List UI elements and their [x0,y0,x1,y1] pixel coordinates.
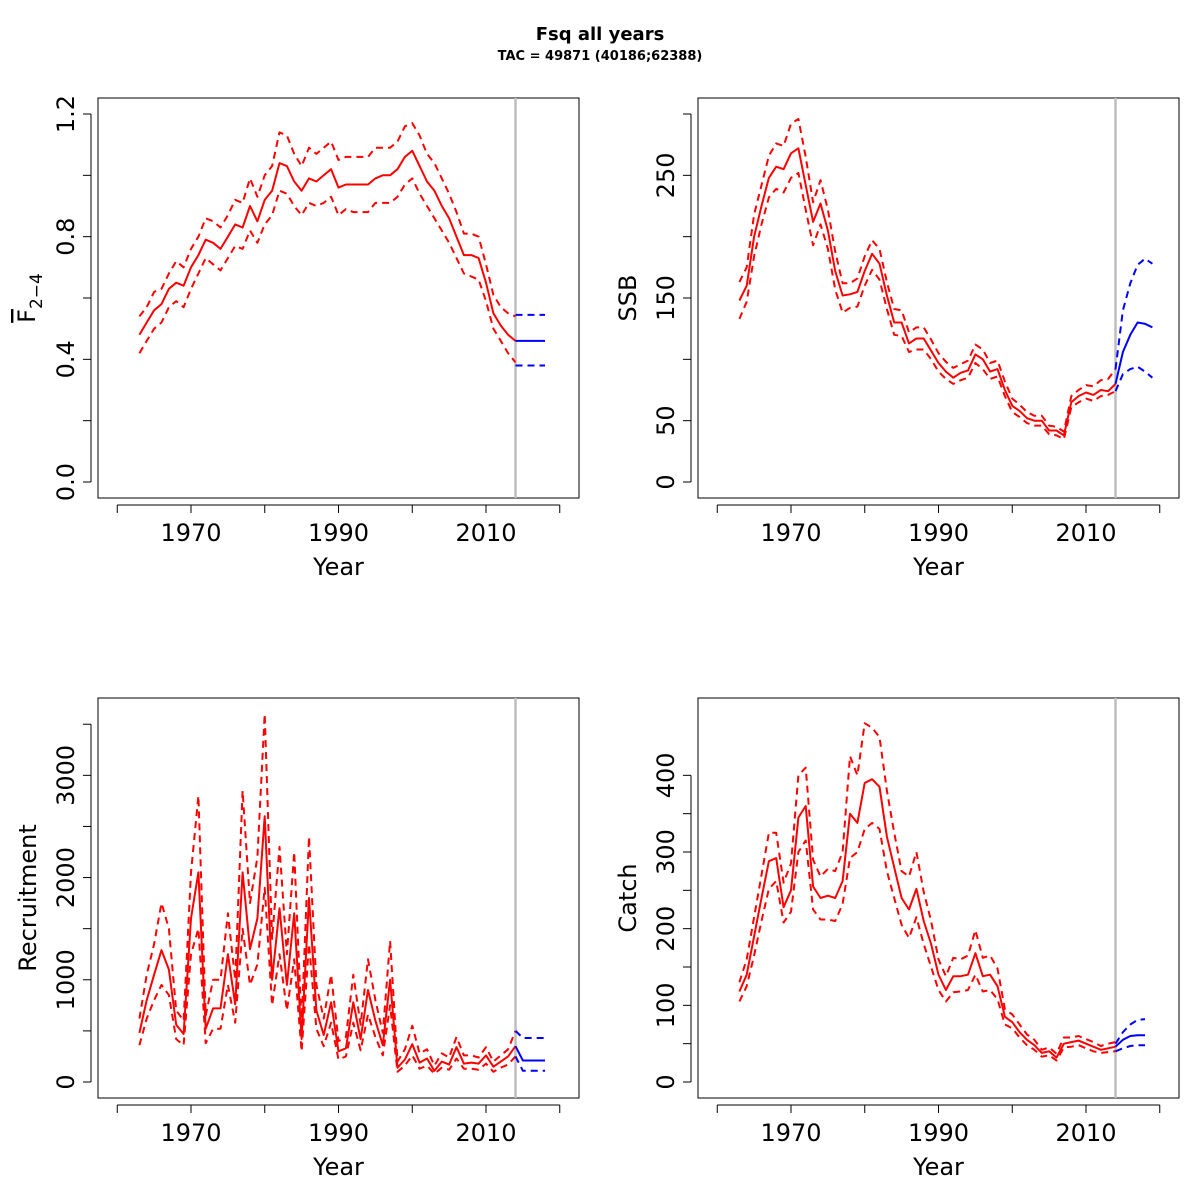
recruitment-x-tick-label: 2010 [455,1119,516,1147]
ssb-series-forecast-lower [1114,365,1154,392]
recruitment-series-estimate [138,815,517,1072]
fmort-series-upper [138,122,516,318]
catch-y-tick-label: 300 [652,829,680,875]
catch-x-axis-label: Year [912,1153,964,1181]
f-subscript-label: 2−4 [27,273,47,309]
recruitment-y-axis-label: Recruitment [14,824,42,971]
catch-series-upper [738,722,1116,1055]
ssb-y-tick-label: 0 [652,474,680,489]
recruitment-x-tick-label: 1970 [160,1119,221,1147]
ssb-x-axis-label: Year [912,553,964,581]
fmort-x-tick-label: 1970 [160,519,221,547]
fmort-plot-frame [97,97,580,499]
fmort-x-axis-label: Year [312,553,364,581]
recruitment-series-lower [138,886,517,1075]
ssb-series-estimate [738,147,1117,437]
catch-plot-frame [697,697,1180,1099]
catch-y-tick-label: 100 [652,982,680,1028]
recruitment-y-tick-label: 2000 [52,847,80,908]
ssb-series-forecast-upper [1114,257,1153,370]
panel-ssb: 1970 1990 2010 0 50 150 250 Year SSB [614,97,1180,581]
fmort-x-tick-label: 1990 [308,519,369,547]
ssb-series-lower [738,171,1116,441]
fmort-y-tick-label: 0.4 [52,340,80,378]
recruitment-series-forecast [514,1045,545,1062]
fmort-series-estimate [138,149,517,342]
ssb-plot-frame [697,97,1180,499]
recruitment-x-tick-label: 1990 [308,1119,369,1147]
catch-x-tick-label: 1990 [908,1119,969,1147]
fmort-y-axis-label: F2−4 [13,273,47,323]
recruitment-series-forecast-upper [514,1030,545,1039]
catch-x-tick-label: 1970 [760,1119,821,1147]
recruitment-series-forecast-lower [514,1055,545,1072]
ssb-x-tick-label: 1990 [908,519,969,547]
ssb-y-tick-label: 250 [652,152,680,198]
ssb-y-tick-label: 50 [652,405,680,436]
recruitment-y-tick-label: 1000 [52,949,80,1010]
catch-series-lower [738,821,1116,1062]
catch-y-tick-label: 400 [652,752,680,798]
fmort-x-tick-label: 2010 [455,519,516,547]
fmort-y-tick-label: 1.2 [52,95,80,133]
fmort-y-tick-label: 0.8 [52,218,80,256]
main-subtitle: TAC = 49871 (40186;62388) [498,49,703,64]
recruitment-x-axis-label: Year [312,1153,364,1181]
ssb-series-upper [738,117,1117,433]
catch-y-axis-label: Catch [614,863,642,932]
ssb-y-axis-label: SSB [614,275,642,322]
recruitment-y-tick-label: 0 [52,1074,80,1089]
panel-recruitment: 1970 1990 2010 0 1000 2000 3000 Year Recruitment [14,697,580,1181]
main-title: Fsq all years [536,24,665,45]
catch-x-tick-label: 2010 [1055,1119,1116,1147]
catch-series-forecast-lower [1115,1044,1145,1053]
ssb-series-forecast [1114,321,1153,385]
catch-series-forecast-upper [1114,1018,1146,1045]
catch-series-forecast [1114,1034,1145,1048]
recruitment-plot-frame [97,697,580,1099]
ssb-x-tick-label: 2010 [1055,519,1116,547]
catch-y-tick-label: 200 [652,906,680,952]
panel-catch: 1970 1990 2010 0 100 200 300 400 Year Catch [614,697,1180,1181]
recruitment-y-tick-label: 3000 [52,745,80,806]
f-main-label: F [13,309,41,323]
catch-series-estimate [738,778,1116,1059]
ssb-x-tick-label: 1970 [760,519,821,547]
panel-fishing-mortality: 1970 1990 2010 0.0 0.4 0.8 1.2 Year F2−4 [13,95,580,581]
ssb-y-tick-label: 150 [652,275,680,321]
fmort-series-lower [138,177,517,364]
catch-y-tick-label: 0 [652,1074,680,1089]
fmort-y-tick-label: 0.0 [52,463,80,501]
